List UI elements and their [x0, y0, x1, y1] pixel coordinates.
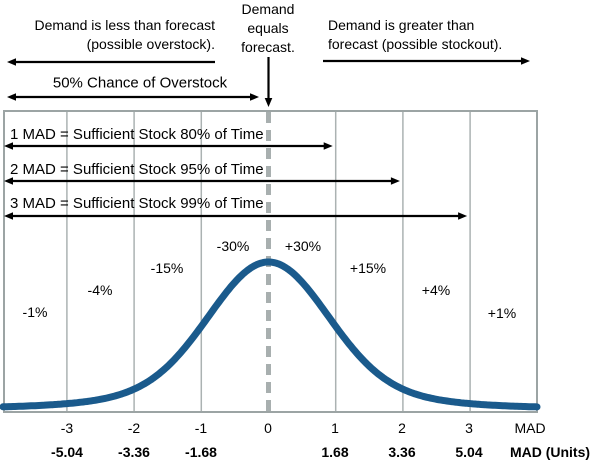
- units-axis-label: MAD (Units): [509, 444, 591, 460]
- mad-tick-neg3: -3: [60, 420, 74, 436]
- units-tick-neg504: -5.04: [51, 444, 83, 460]
- units-tick-pos336: 3.36: [388, 444, 416, 460]
- annotation-demand-equals: Demand equals forecast.: [241, 0, 295, 57]
- units-tick-pos168: 1.68: [321, 444, 349, 460]
- mad3-label: 3 MAD = Sufficient Stock 99% of Time: [10, 195, 264, 212]
- annotation-demand-less: Demand is less than forecast (possible o…: [0, 16, 215, 54]
- mad-tick-pos1: 1: [331, 420, 339, 436]
- overstock-chance-label: 50% Chance of Overstock: [52, 74, 228, 92]
- annotation-demand-equals-line1: Demand: [241, 1, 295, 17]
- mad2-arrow-head: [4, 177, 13, 185]
- band-label-pos4: +4%: [421, 282, 451, 298]
- annotation-demand-less-line1: Demand is less than forecast: [34, 17, 215, 33]
- annotation-demand-greater: Demand is greater than forecast (possibl…: [328, 16, 502, 54]
- annotation-demand-equals-line2: equals: [247, 20, 289, 36]
- fifty-percent-arrow-head: [7, 93, 16, 101]
- units-tick-pos504: 5.04: [455, 444, 483, 460]
- band-label-neg4: -4%: [87, 282, 113, 298]
- mad1-arrow-head: [4, 142, 13, 150]
- mad2-label: 2 MAD = Sufficient Stock 95% of Time: [10, 161, 264, 178]
- mad-tick-neg2: -2: [127, 420, 141, 436]
- forecast-down-arrow-head: [264, 98, 273, 107]
- units-tick-neg336: -3.36: [118, 444, 150, 460]
- annotation-demand-equals-line3: forecast.: [241, 39, 295, 55]
- mad-axis-label: MAD: [514, 420, 546, 436]
- mad3-arrow-head: [458, 212, 468, 220]
- band-label-neg30: -30%: [216, 238, 250, 254]
- mad-tick-pos3: 3: [465, 420, 473, 436]
- units-tick-neg168: -1.68: [185, 444, 217, 460]
- mad3-arrow-head: [4, 212, 13, 220]
- mad-tick-neg1: -1: [194, 420, 208, 436]
- band-label-neg1: -1%: [22, 304, 48, 320]
- band-label-pos15: +15%: [349, 260, 387, 276]
- fifty-percent-arrow-head: [250, 93, 259, 101]
- band-label-neg15: -15%: [150, 260, 184, 276]
- band-label-pos30: +30%: [284, 238, 322, 254]
- overstock-range-arrow-head: [7, 58, 16, 66]
- mad2-arrow-head: [390, 177, 400, 185]
- mad1-arrow-head: [323, 142, 333, 150]
- plot-border: [3, 110, 538, 413]
- mad-tick-zero: 0: [264, 420, 272, 436]
- annotation-demand-less-line2: (possible overstock).: [86, 36, 215, 52]
- mad1-label: 1 MAD = Sufficient Stock 80% of Time: [10, 126, 264, 143]
- annotation-demand-greater-line2: forecast (possible stockout).: [328, 36, 503, 52]
- stockout-range-arrow-head: [521, 57, 530, 65]
- bell-curve: [0, 258, 541, 411]
- mad-tick-pos2: 2: [398, 420, 406, 436]
- annotation-demand-greater-line1: Demand is greater than: [328, 17, 475, 33]
- band-label-pos1: +1%: [487, 305, 517, 321]
